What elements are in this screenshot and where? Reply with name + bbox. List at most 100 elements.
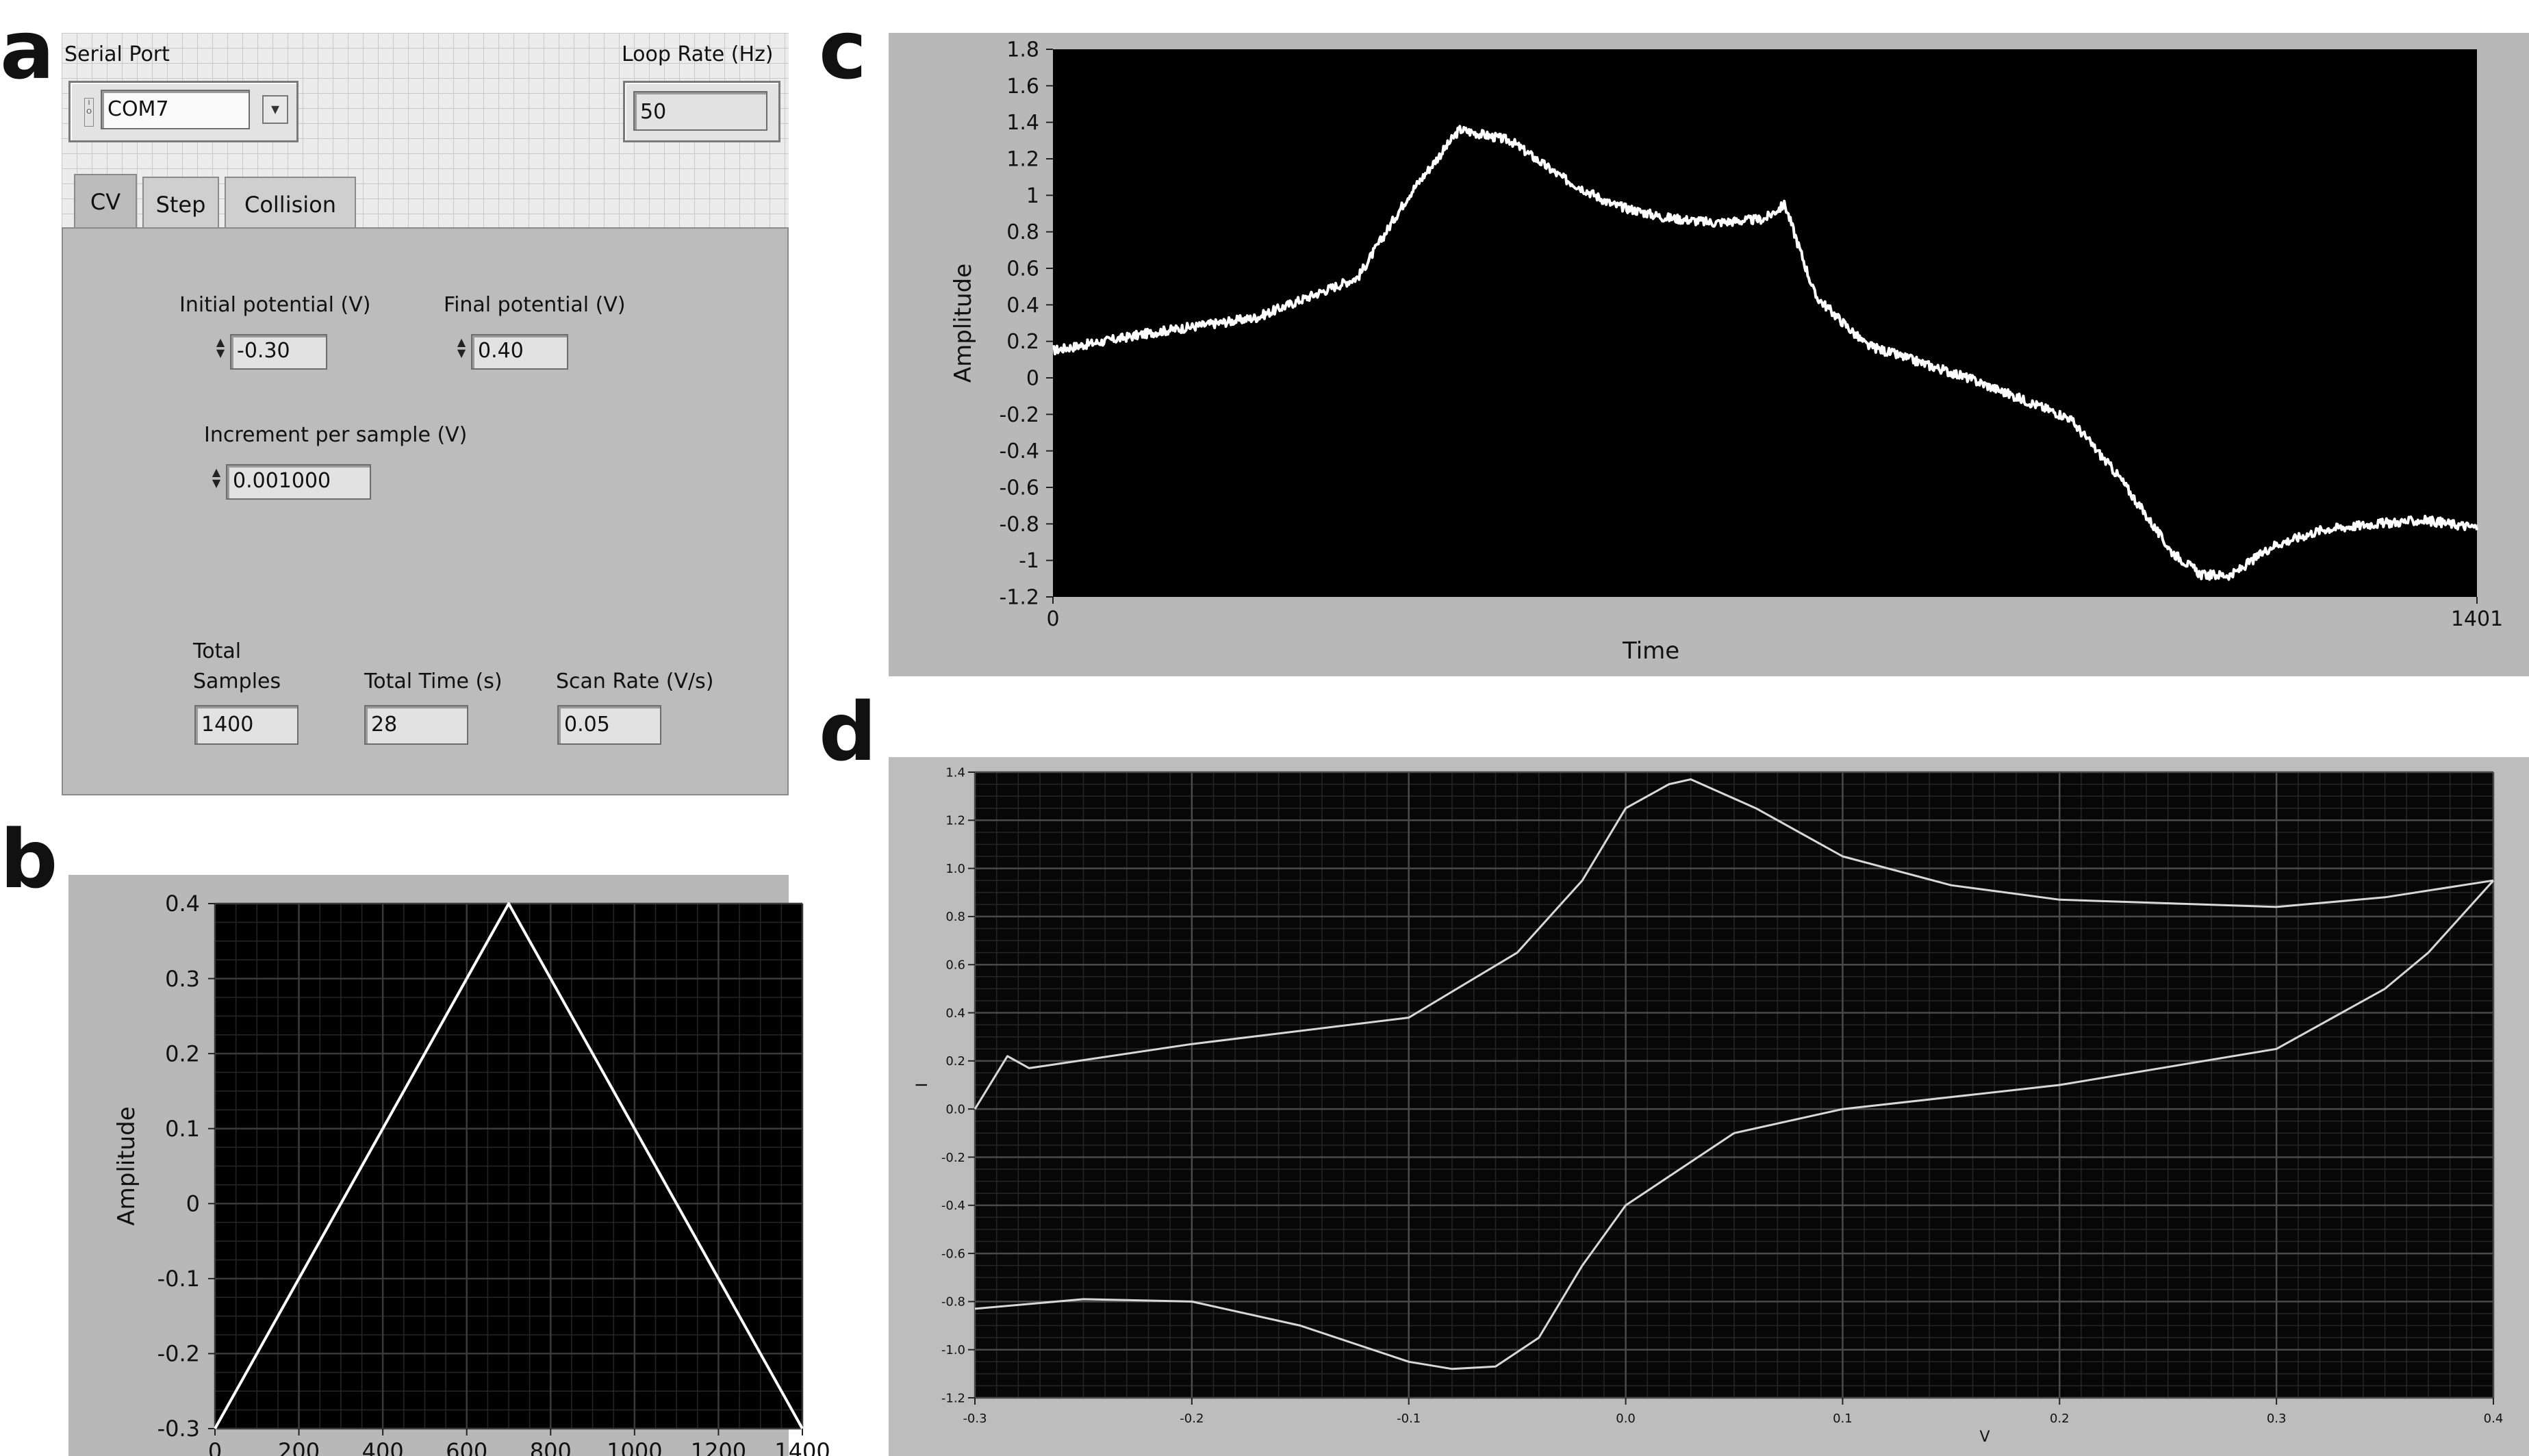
panel-letter-b: b xyxy=(0,812,58,906)
y-tick-label: 0.6 xyxy=(1006,257,1039,281)
x-tick-label: 0.3 xyxy=(2267,1412,2287,1426)
serial-port-value[interactable]: COM7 xyxy=(101,90,250,129)
y-tick-label: -0.8 xyxy=(999,513,1039,537)
increment-label: Increment per sample (V) xyxy=(204,423,468,447)
y-axis-label: I xyxy=(914,1083,931,1088)
waveform-chart-b: 0 200 400 600 800 1000 1200 1400 0.4 0.3 0.2 0.1 0 -0… xyxy=(68,875,830,1456)
total-samples-field: 1400 xyxy=(194,705,298,745)
y-axis-label: Amplitude xyxy=(113,1106,140,1225)
tab-collision[interactable]: Collision xyxy=(225,177,356,230)
x-tick-label: 0.1 xyxy=(1833,1412,1853,1426)
y-tick-label: 0.8 xyxy=(1006,220,1039,244)
x-tick-label: 1401 xyxy=(2451,607,2503,631)
x-tick-label: -0.2 xyxy=(1180,1412,1204,1426)
y-tick-label: 0.8 xyxy=(945,910,965,924)
signal-chart-c-svg: 0 1401 1.8 1.6 1.4 1.2 1 0.8 0.6 0.4 0.2 0 -0.2 -0.4 -… xyxy=(950,38,2503,665)
series-line-2 xyxy=(974,880,2495,1370)
increment-stepper[interactable]: ▲ ▼ xyxy=(212,465,221,489)
y-tick-label: 1.6 xyxy=(1006,75,1039,99)
y-tick-label: 1.2 xyxy=(1006,148,1039,172)
y-tick-label: -0.6 xyxy=(999,476,1039,500)
y-tick-label: 0 xyxy=(186,1190,200,1216)
x-tick-label: 200 xyxy=(278,1438,320,1456)
final-potential-stepper[interactable]: ▲ ▼ xyxy=(457,335,466,359)
series-line-1 xyxy=(974,778,2494,1110)
initial-potential-field[interactable]: -0.30 xyxy=(230,334,327,370)
x-tick-label: 1200 xyxy=(691,1438,746,1456)
dropdown-arrow-icon[interactable]: ▾ xyxy=(262,95,288,124)
y-tick-label: -0.6 xyxy=(941,1247,965,1261)
x-tick-label: 0 xyxy=(1046,607,1059,631)
loop-rate-box: 50 xyxy=(623,81,780,142)
y-axis-label: Amplitude xyxy=(950,264,977,383)
loop-rate-field[interactable]: 50 xyxy=(633,91,767,131)
total-samples-label-line2: Samples xyxy=(193,669,281,693)
tab-cv[interactable]: CV xyxy=(74,174,137,230)
x-tick-label: -0.3 xyxy=(963,1412,987,1426)
y-tick-label: -0.1 xyxy=(157,1266,200,1292)
y-tick-label: 1.2 xyxy=(945,814,965,828)
initial-potential-stepper[interactable]: ▲ ▼ xyxy=(216,335,225,359)
y-tick-label: -1.0 xyxy=(941,1343,965,1357)
cv-chart-d: -0.3 -0.2 -0.1 0.0 0.1 0.2 0.3 0.4 1.4 1.2 1.0 0.8 0… xyxy=(889,757,2529,1456)
total-time-label: Total Time (s) xyxy=(364,669,503,693)
gridlines xyxy=(974,771,2495,1399)
panel-letter-d: d xyxy=(819,685,877,779)
y-tick-label: 0.6 xyxy=(945,958,965,973)
loop-rate-label: Loop Rate (Hz) xyxy=(622,42,774,66)
final-potential-label: Final potential (V) xyxy=(444,293,626,317)
y-tick-label: 1.4 xyxy=(945,765,965,780)
y-tick-label: 0.2 xyxy=(945,1054,965,1069)
y-tick-label: -0.4 xyxy=(941,1199,965,1213)
y-tick-label: 0 xyxy=(1026,367,1039,391)
y-tick-label: -0.2 xyxy=(941,1151,965,1165)
y-tick-label: 1 xyxy=(1026,184,1039,208)
y-tick-label: 0.1 xyxy=(165,1116,200,1142)
y-tick-label: -0.3 xyxy=(157,1416,200,1442)
x-tick-label: 800 xyxy=(530,1438,572,1456)
tab-body-cv xyxy=(62,227,789,795)
waveform-chart-b-svg: 0 200 400 600 800 1000 1200 1400 0.4 0.3 0.2 0.1 0 -0… xyxy=(113,891,830,1456)
y-tick-label: -1.2 xyxy=(941,1391,965,1405)
x-tick-label: 600 xyxy=(446,1438,487,1456)
final-potential-field[interactable]: 0.40 xyxy=(471,334,568,370)
y-tick-label: -0.4 xyxy=(999,439,1039,463)
y-tick-label: 0.4 xyxy=(1006,294,1039,318)
x-tick-label: 1000 xyxy=(607,1438,662,1456)
panel-letter-c: c xyxy=(819,3,867,97)
series-line-1 xyxy=(1052,125,2478,581)
y-tick-label: -0.2 xyxy=(999,403,1039,427)
plot-area xyxy=(1053,49,2477,597)
y-tick-label: 0.4 xyxy=(165,891,200,917)
tab-step[interactable]: Step xyxy=(142,177,219,230)
y-tick-label: -0.8 xyxy=(941,1295,965,1310)
y-tick-label: 0.3 xyxy=(165,966,200,992)
y-tick-label: 0.0 xyxy=(945,1102,965,1116)
y-tick-label: 1.8 xyxy=(1006,38,1039,62)
y-tick-label: 0.2 xyxy=(165,1040,200,1067)
x-tick-label: 0.2 xyxy=(2050,1412,2070,1426)
y-tick-label: 0.4 xyxy=(945,1006,965,1021)
x-tick-label: 0.4 xyxy=(2484,1412,2504,1426)
x-tick-label: 1400 xyxy=(774,1438,830,1456)
total-time-field: 28 xyxy=(364,705,468,745)
y-tick-label: 1.4 xyxy=(1006,111,1039,135)
cv-chart-d-svg: -0.3 -0.2 -0.1 0.0 0.1 0.2 0.3 0.4 1.4 1.2 1.0 0.8 0… xyxy=(914,765,2504,1446)
panel-letter-a: a xyxy=(0,3,55,97)
x-axis-label: V xyxy=(1979,1429,1990,1446)
x-tick-label: -0.1 xyxy=(1397,1412,1421,1426)
signal-chart-c: 0 1401 1.8 1.6 1.4 1.2 1 0.8 0.6 0.4 0.2 0 -0.2 -0.4 -… xyxy=(889,33,2529,676)
initial-potential-label: Initial potential (V) xyxy=(179,293,371,317)
total-samples-label-line1: Total xyxy=(193,639,242,663)
y-tick-label: 0.2 xyxy=(1006,330,1039,354)
y-tick-label: 1.0 xyxy=(945,862,965,876)
x-tick-label: 0 xyxy=(208,1438,222,1456)
x-tick-label: 0.0 xyxy=(1616,1412,1636,1426)
increment-field[interactable]: 0.001000 xyxy=(226,464,371,500)
serial-port-label: Serial Port xyxy=(64,42,170,66)
x-tick-label: 400 xyxy=(362,1438,404,1456)
y-tick-label: -0.2 xyxy=(157,1341,200,1367)
scan-rate-label: Scan Rate (V/s) xyxy=(556,669,714,693)
